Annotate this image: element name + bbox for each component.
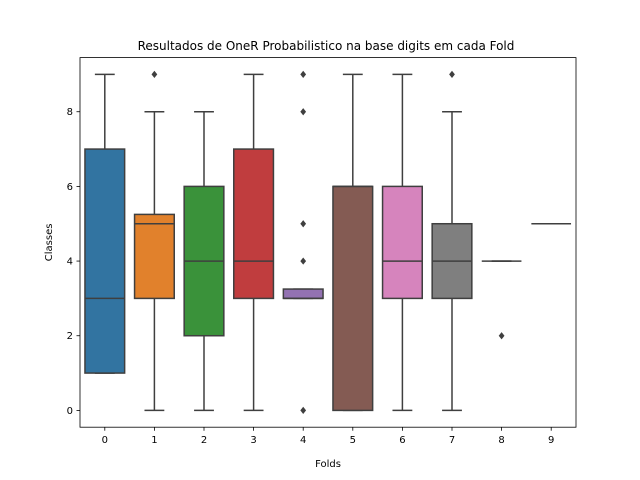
box-fold-4 — [282, 70, 324, 414]
y-tick-label: 6 — [67, 182, 73, 193]
box-iqr — [233, 148, 275, 300]
box-fold-6 — [381, 73, 423, 412]
x-tick-label: 0 — [102, 435, 108, 446]
y-axis-ticks: 0 2 4 6 8 — [67, 107, 80, 417]
box-fold-7 — [431, 70, 473, 412]
y-axis-label: Classes — [44, 224, 55, 262]
y-tick-label: 0 — [67, 406, 73, 417]
box-fold-1 — [133, 70, 175, 412]
axes-frame — [79, 57, 577, 428]
outlier-point — [300, 70, 307, 78]
outlier-point — [498, 332, 505, 340]
y-tick-label: 2 — [67, 331, 73, 342]
box-fold-2 — [183, 110, 225, 412]
box-fold-5 — [332, 73, 374, 412]
y-tick-label: 4 — [67, 257, 73, 268]
x-tick-label: 9 — [548, 435, 554, 446]
x-axis-ticks: 0 1 2 3 4 5 6 7 8 9 — [102, 427, 554, 446]
x-tick-label: 3 — [250, 435, 256, 446]
outlier-point — [300, 220, 307, 228]
chart-title: Resultados de OneR Probabilistico na bas… — [138, 39, 515, 53]
outlier-point — [151, 70, 158, 78]
outlier-point — [300, 108, 307, 116]
box-fold-3 — [233, 73, 275, 412]
box-iqr — [381, 185, 423, 300]
box-iqr — [282, 288, 324, 300]
x-tick-label: 1 — [151, 435, 157, 446]
outlier-point — [300, 257, 307, 265]
x-tick-label: 6 — [399, 435, 405, 446]
outlier-point — [449, 70, 455, 78]
x-tick-label: 2 — [201, 435, 207, 446]
x-tick-label: 7 — [449, 435, 455, 446]
box-iqr — [332, 185, 374, 412]
x-tick-label: 4 — [300, 435, 306, 446]
box-iqr — [133, 213, 175, 300]
y-tick-label: 8 — [67, 107, 73, 118]
plot-area — [84, 70, 572, 414]
x-tick-label: 5 — [350, 435, 356, 446]
box-iqr — [84, 148, 126, 374]
x-axis-label: Folds — [315, 459, 341, 470]
box-fold-8 — [481, 260, 522, 340]
box-fold-0 — [84, 73, 126, 374]
outlier-point — [300, 406, 307, 414]
x-tick-label: 8 — [498, 435, 504, 446]
